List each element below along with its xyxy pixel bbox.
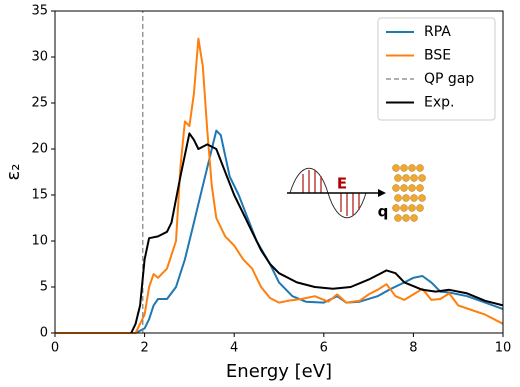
- annotation-q: q: [378, 203, 389, 221]
- x-axis-label: Energy [eV]: [226, 361, 332, 382]
- x-tick-label: 6: [320, 341, 328, 356]
- y-tick-label: 0: [40, 326, 48, 341]
- series-line: [130, 132, 504, 334]
- legend-label: BSE: [424, 48, 451, 64]
- field-arrows: [302, 170, 360, 216]
- crystal: [392, 164, 426, 222]
- legend-label: Exp.: [424, 95, 454, 111]
- legend-box: [377, 17, 496, 121]
- x-tick-label: 2: [140, 341, 148, 356]
- inset-illustration: E q: [287, 164, 426, 222]
- y-tick-label: 10: [31, 234, 48, 249]
- y-tick-label: 25: [31, 96, 48, 111]
- y-tick-label: 20: [31, 142, 48, 157]
- series-line: [55, 37, 504, 334]
- legend: RPA BSE QP gap Exp.: [377, 17, 496, 121]
- legend-label: QP gap: [424, 71, 474, 87]
- q-arrow-head: [378, 189, 386, 197]
- x-tick-label: 0: [51, 341, 59, 356]
- y-tick-label: 30: [31, 50, 48, 65]
- y-tick-label: 15: [31, 188, 48, 203]
- annotation-e: E: [337, 175, 347, 193]
- y-axis-label: ε₂: [3, 164, 24, 181]
- y-tick-label: 5: [40, 280, 48, 295]
- x-tick-label: 4: [230, 341, 238, 356]
- x-tick-label: 8: [409, 341, 417, 356]
- x-tick-label: 10: [495, 341, 512, 356]
- y-tick-label: 35: [31, 4, 48, 19]
- legend-label: RPA: [424, 24, 451, 40]
- plot-frame: [54, 10, 504, 334]
